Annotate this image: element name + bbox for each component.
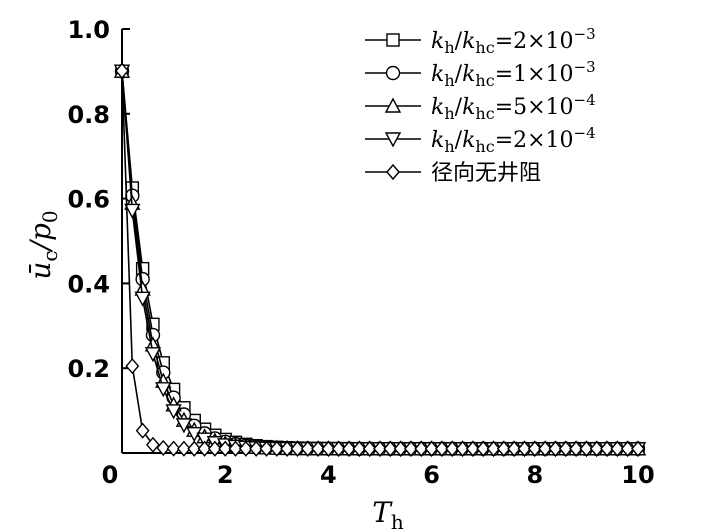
data-point xyxy=(569,440,584,457)
data-point xyxy=(175,418,193,434)
data-point xyxy=(135,422,150,439)
data-point xyxy=(352,440,367,457)
x-tick-label: 0 xyxy=(102,461,119,489)
legend-marker xyxy=(385,65,401,81)
legend-marker xyxy=(384,97,402,113)
data-point xyxy=(620,440,635,457)
data-point xyxy=(176,440,191,457)
data-point xyxy=(115,62,129,79)
data-point xyxy=(342,440,356,457)
legend: kh/khc=2×10−3kh/khc=1×10−3kh/khc=5×10−4k… xyxy=(365,25,596,186)
data-point xyxy=(383,440,398,457)
data-point xyxy=(610,440,625,457)
data-point xyxy=(465,440,480,457)
data-point xyxy=(156,439,171,456)
data-point xyxy=(331,440,346,457)
data-point xyxy=(486,440,501,457)
data-point xyxy=(144,347,162,363)
data-point xyxy=(146,436,160,453)
data-point xyxy=(197,440,212,457)
legend-label: 径向无井阻 xyxy=(431,161,541,186)
y-tick-label: 0.2 xyxy=(67,355,110,383)
y-tick-label: 1.0 xyxy=(67,16,110,44)
data-point xyxy=(631,440,645,457)
legend-entry: kh/khc=2×10−4 xyxy=(365,124,596,156)
data-point xyxy=(249,440,264,457)
data-point xyxy=(362,440,377,457)
series-5 xyxy=(115,62,645,457)
data-point xyxy=(600,440,614,457)
data-point xyxy=(414,440,429,457)
legend-label: kh/khc=2×10−4 xyxy=(431,124,596,156)
data-point xyxy=(424,440,439,457)
legend-marker xyxy=(386,33,400,47)
series-3 xyxy=(113,62,647,456)
data-point xyxy=(238,440,253,457)
data-point xyxy=(218,440,233,457)
data-point xyxy=(155,382,172,398)
x-tick-label: 4 xyxy=(320,461,337,489)
data-point xyxy=(558,440,573,457)
data-point xyxy=(445,440,460,457)
data-point xyxy=(579,440,594,457)
data-point xyxy=(134,291,151,307)
data-point xyxy=(455,440,470,457)
data-point xyxy=(300,440,315,457)
x-tick-label: 2 xyxy=(217,461,234,489)
x-tick-label: 10 xyxy=(621,461,654,489)
data-point xyxy=(589,440,604,457)
series-1 xyxy=(115,64,645,456)
data-point xyxy=(311,440,326,457)
x-tick-label: 6 xyxy=(423,461,440,489)
data-point xyxy=(476,440,491,457)
data-point xyxy=(207,440,222,457)
data-point xyxy=(393,440,408,457)
y-tick-label: 0.6 xyxy=(67,186,110,214)
plot-area xyxy=(113,62,647,458)
data-point xyxy=(373,440,387,457)
legend-marker xyxy=(384,132,402,148)
legend-label: kh/khc=5×10−4 xyxy=(431,91,596,123)
data-point xyxy=(548,440,563,457)
data-point xyxy=(404,440,418,457)
data-point xyxy=(527,440,542,457)
axes: 0 2 4 6 8 10 0.2 0.4 0.6 0.8 1.0 Th ūc/p0 xyxy=(24,16,655,530)
x-axis-title: Th xyxy=(372,496,404,530)
series-4 xyxy=(113,64,647,458)
data-point xyxy=(434,440,449,457)
legend-entry: 径向无井阻 xyxy=(365,161,541,186)
legend-entry: kh/khc=5×10−4 xyxy=(365,91,596,123)
data-point xyxy=(228,440,243,457)
legend-marker xyxy=(386,163,400,181)
x-tick-label: 8 xyxy=(526,461,543,489)
data-point xyxy=(259,440,274,457)
legend-label: kh/khc=1×10−3 xyxy=(431,58,596,90)
data-point xyxy=(166,440,181,457)
data-point xyxy=(124,203,141,219)
data-point xyxy=(165,404,182,420)
legend-label: kh/khc=2×10−3 xyxy=(431,25,596,57)
y-tick-label: 0.8 xyxy=(67,101,110,129)
data-point xyxy=(507,440,522,457)
series-2 xyxy=(114,64,646,456)
y-axis-title: ūc/p0 xyxy=(24,210,62,279)
data-point xyxy=(290,440,305,457)
data-point xyxy=(125,358,140,375)
y-tick-label: 0.4 xyxy=(67,270,110,298)
data-point xyxy=(517,440,532,457)
data-point xyxy=(269,440,284,457)
data-point xyxy=(280,440,295,457)
data-point xyxy=(538,440,553,457)
data-point xyxy=(496,440,511,457)
data-point xyxy=(321,440,336,457)
legend-entry: kh/khc=2×10−3 xyxy=(365,25,596,57)
data-point xyxy=(187,440,202,457)
legend-entry: kh/khc=1×10−3 xyxy=(365,58,596,90)
